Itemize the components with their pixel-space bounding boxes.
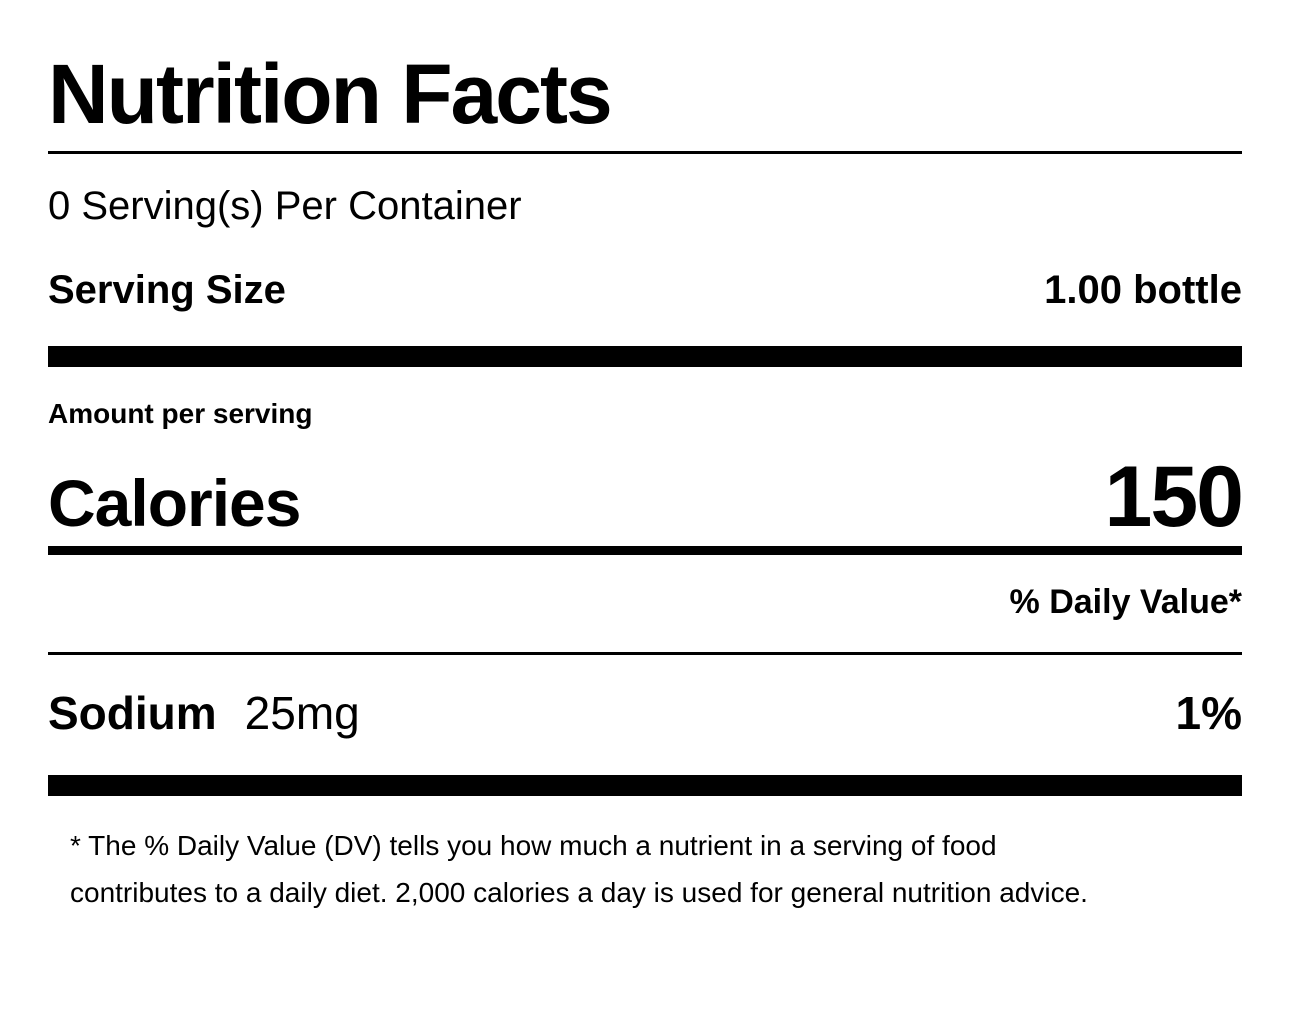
serving-size-value: 1.00 bottle bbox=[1044, 268, 1242, 312]
nutrient-name: Sodium bbox=[48, 687, 217, 739]
servings-per-container: 0 Serving(s) Per Container bbox=[48, 184, 522, 228]
calories-value: 150 bbox=[1104, 449, 1244, 545]
serving-size-label: Serving Size bbox=[48, 268, 286, 312]
nutrient-daily-value: 1% bbox=[1175, 687, 1242, 739]
nutrients-divider-thick bbox=[48, 775, 1242, 796]
amount-per-serving: Amount per serving bbox=[48, 398, 313, 429]
nutrient-info: Sodium 25mg bbox=[48, 690, 360, 736]
calories-label: Calories bbox=[48, 466, 301, 540]
nutrient-row-sodium: Sodium 25mg 1% bbox=[48, 690, 1242, 736]
footnote-line-1: * The % Daily Value (DV) tells you how m… bbox=[70, 830, 997, 861]
serving-divider-thick bbox=[48, 346, 1242, 367]
daily-value-header: % Daily Value* bbox=[1009, 583, 1242, 621]
footnote-line-2: contributes to a daily diet. 2,000 calor… bbox=[70, 877, 1088, 908]
daily-value-divider bbox=[48, 652, 1242, 655]
calories-divider bbox=[48, 546, 1242, 555]
title-divider bbox=[48, 151, 1242, 154]
serving-size-row: Serving Size 1.00 bottle bbox=[48, 270, 1242, 310]
calories-row: Calories 150 bbox=[48, 449, 1244, 545]
daily-value-footnote: * The % Daily Value (DV) tells you how m… bbox=[70, 822, 1250, 916]
nutrition-facts-title: Nutrition Facts bbox=[48, 47, 613, 141]
nutrient-amount: 25mg bbox=[244, 687, 360, 739]
